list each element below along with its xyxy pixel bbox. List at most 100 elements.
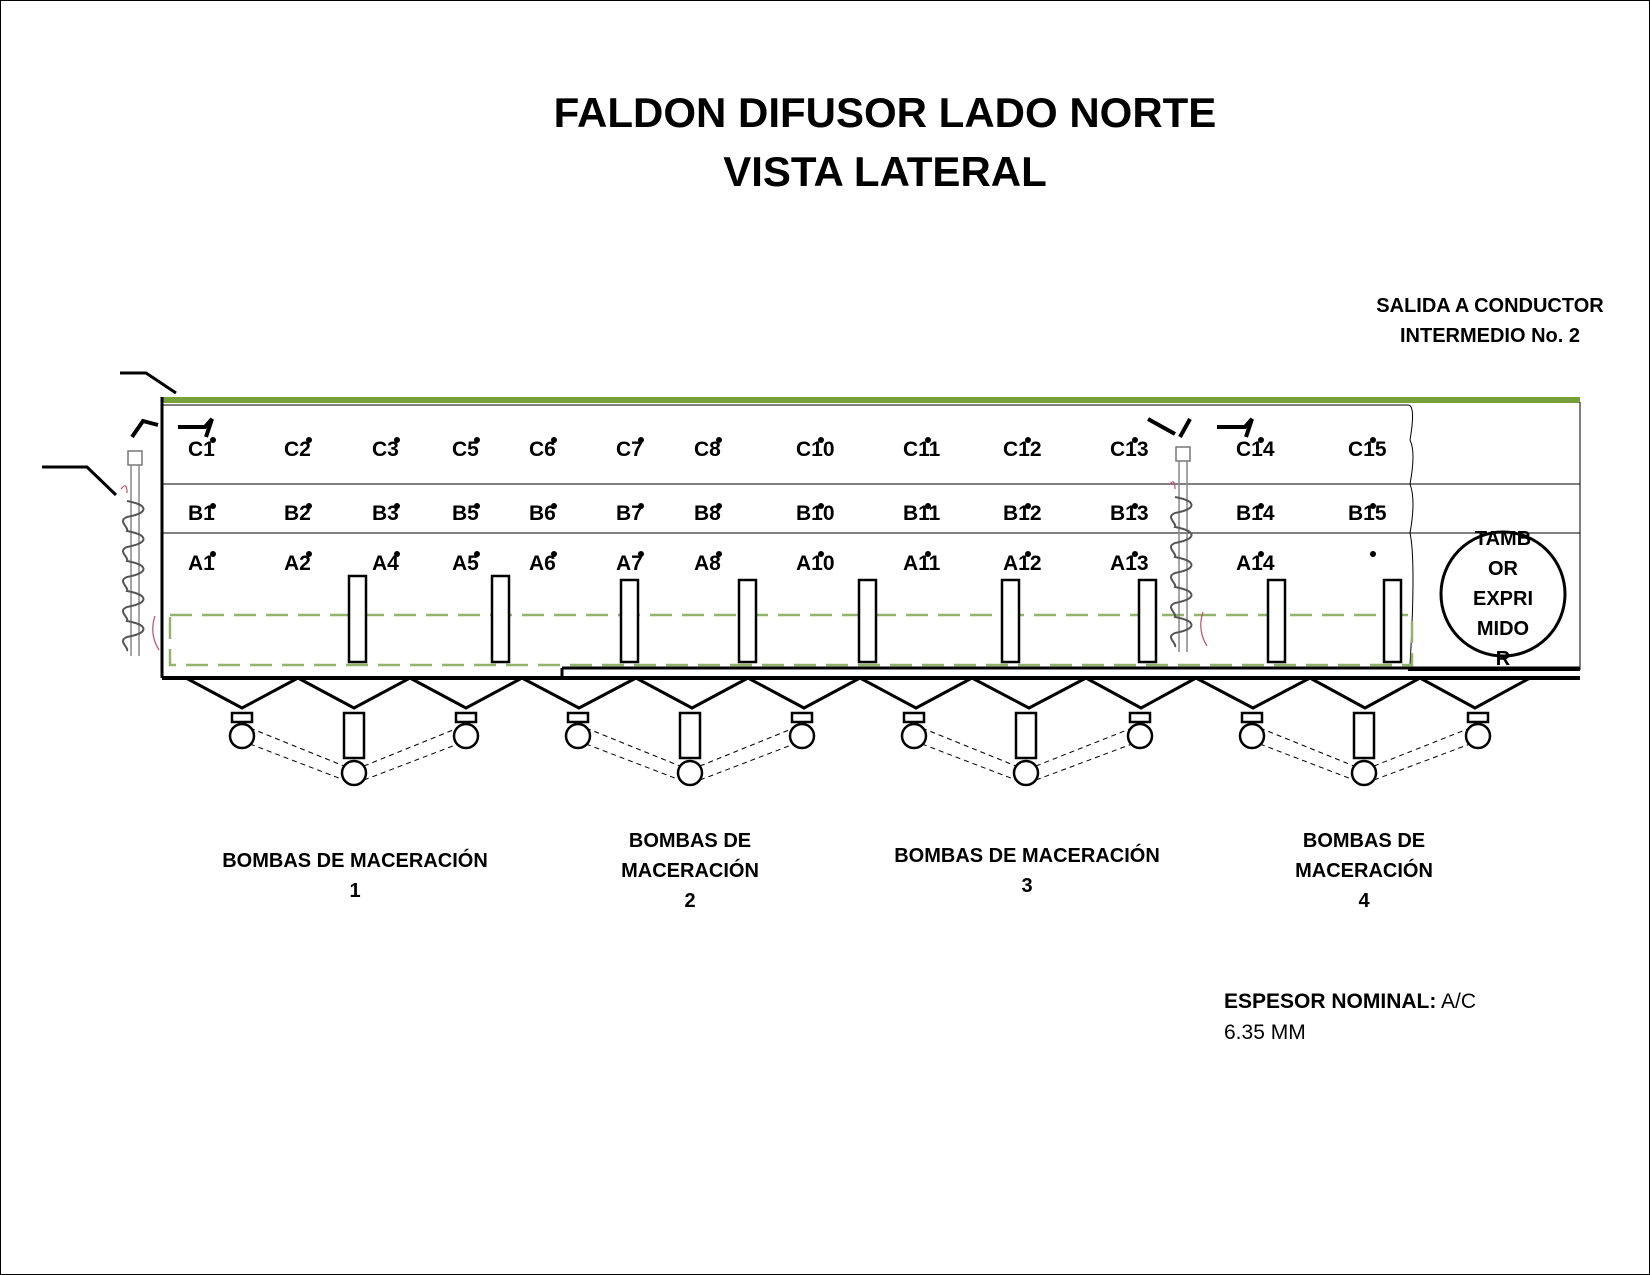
point-label: C6 xyxy=(529,438,556,461)
point-label: A11 xyxy=(903,552,941,575)
pump-group-2-caption: BOMBAS DE MACERACIÓN 2 xyxy=(580,826,800,916)
point-label: B15 xyxy=(1348,502,1387,525)
pump-7 xyxy=(900,722,928,750)
screw-left-flight xyxy=(122,500,145,652)
pump-6 xyxy=(788,722,816,750)
point-dot-c13 xyxy=(1370,437,1376,443)
point-dot-a1 xyxy=(210,551,216,557)
screw-conveyor-middle xyxy=(1168,446,1208,652)
drum-text-line: TAMB xyxy=(1475,528,1531,550)
drum-text-line: R xyxy=(1496,648,1511,670)
pump-9 xyxy=(1126,722,1154,750)
leader-line-top xyxy=(120,371,177,395)
pump-group-4-line-2: MACERACIÓN xyxy=(1295,860,1433,882)
point-dot-b3 xyxy=(394,503,400,509)
baffle-8 xyxy=(1266,578,1287,664)
point-dot-a9 xyxy=(925,551,931,557)
point-dot-c9 xyxy=(925,437,931,443)
point-dot-c2 xyxy=(306,437,312,443)
screw-mid-mark-bottom xyxy=(1200,611,1208,647)
point-dot-b10 xyxy=(1025,503,1031,509)
point-label: A14 xyxy=(1236,552,1275,575)
point-label: A10 xyxy=(796,552,835,575)
baffle-4 xyxy=(737,578,758,664)
point-dot-b2 xyxy=(306,503,312,509)
title-line-1: FALDON DIFUSOR LADO NORTE xyxy=(553,89,1217,136)
baffle-1 xyxy=(347,574,368,664)
pump-1 xyxy=(228,722,256,750)
drum-text-line: OR xyxy=(1488,558,1519,580)
pump-group-2-line-2: MACERACIÓN xyxy=(621,860,759,882)
point-label: B14 xyxy=(1236,502,1275,525)
screw-left-mark-bottom xyxy=(152,615,160,651)
point-dot-a5 xyxy=(551,551,557,557)
point-dot-b11 xyxy=(1132,503,1138,509)
hopper-outline xyxy=(185,676,1531,710)
point-dot-b7 xyxy=(716,503,722,509)
point-label: B13 xyxy=(1110,502,1149,525)
pump-4 xyxy=(564,722,592,750)
point-label: C3 xyxy=(372,438,399,461)
expeller-drum xyxy=(1439,530,1567,658)
point-dot-a11 xyxy=(1132,551,1138,557)
point-label: B1 xyxy=(188,502,215,525)
point-dot-c11 xyxy=(1132,437,1138,443)
pump-group-4-number: 4 xyxy=(1358,890,1370,912)
point-label: C5 xyxy=(452,438,479,461)
point-dot-b9 xyxy=(925,503,931,509)
outlet-label: SALIDA A CONDUCTOR INTERMEDIO No. 2 xyxy=(1360,291,1620,351)
pump-group-4-line-1: BOMBAS DE xyxy=(1302,830,1426,852)
green-dashed-screen xyxy=(168,613,1414,667)
point-dot-a2 xyxy=(306,551,312,557)
nominal-thickness-label: ESPESOR NOMINAL: xyxy=(1224,990,1437,1013)
pump-8 xyxy=(1012,759,1040,787)
pump-group-3-number: 3 xyxy=(1021,875,1033,897)
pump-neck-2 xyxy=(342,711,366,760)
point-label: B2 xyxy=(284,502,311,525)
pump-neck-10 xyxy=(1240,711,1264,724)
pump-group-3-line-1: BOMBAS DE MACERACIÓN xyxy=(894,845,1160,867)
screw-left-cap xyxy=(127,450,143,466)
pump-neck-5 xyxy=(678,711,702,760)
screw-conveyor-left xyxy=(120,450,160,656)
pump-group-2-number: 2 xyxy=(684,890,696,912)
handle-mark-4 xyxy=(1178,418,1192,438)
point-dot-c10 xyxy=(1025,437,1031,443)
point-label: A12 xyxy=(1003,552,1042,575)
point-label: A2 xyxy=(284,552,311,575)
pump-hoppers xyxy=(185,676,1531,787)
point-label: C10 xyxy=(796,438,835,461)
pump-group-1-number: 1 xyxy=(349,880,361,902)
point-dot-a4 xyxy=(474,551,480,557)
expeller-drum-label: TAMB OR EXPRI MIDO R xyxy=(1473,528,1533,670)
point-dot-a7 xyxy=(716,551,722,557)
pump-group-2-line-1: BOMBAS DE xyxy=(628,830,752,852)
point-label: B3 xyxy=(372,502,399,525)
handle-mark-2 xyxy=(178,417,214,438)
nominal-thickness-note: ESPESOR NOMINAL: A/C 6.35 MM xyxy=(1224,986,1476,1048)
nominal-thickness-value: A/C xyxy=(1441,990,1477,1013)
outlet-label-line-1: SALIDA A CONDUCTOR xyxy=(1376,295,1604,317)
point-label: C14 xyxy=(1236,438,1275,461)
point-dot-a13 xyxy=(1370,551,1376,557)
body-right-brace xyxy=(1407,404,1414,666)
point-label: A8 xyxy=(694,552,721,575)
pump-neck-8 xyxy=(1014,711,1038,760)
pump-neck-7 xyxy=(902,711,926,724)
point-dot-c1 xyxy=(210,437,216,443)
point-label: B6 xyxy=(529,502,556,525)
point-label: A7 xyxy=(616,552,643,575)
point-dot-b5 xyxy=(551,503,557,509)
handle-marks xyxy=(130,417,1254,439)
baffle-6 xyxy=(1000,578,1021,664)
pump-neck-4 xyxy=(566,711,590,724)
point-dot-a10 xyxy=(1025,551,1031,557)
screw-mid-cap xyxy=(1175,446,1191,462)
pump-group-3-caption: BOMBAS DE MACERACIÓN 3 xyxy=(877,841,1177,901)
point-dot-b1 xyxy=(210,503,216,509)
point-dot-c7 xyxy=(716,437,722,443)
pump-neck-3 xyxy=(454,711,478,724)
pump-group-4-caption: BOMBAS DE MACERACIÓN 4 xyxy=(1254,826,1474,916)
baffle-3 xyxy=(619,578,640,664)
